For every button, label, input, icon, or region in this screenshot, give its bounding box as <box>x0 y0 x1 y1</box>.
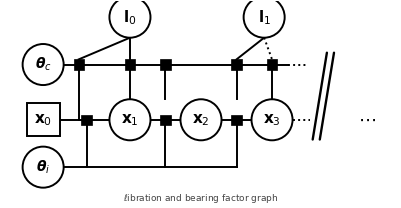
Text: $\mathbf{x}_1$: $\mathbf{x}_1$ <box>121 112 138 128</box>
Text: $\boldsymbol{\theta}_c$: $\boldsymbol{\theta}_c$ <box>34 56 51 73</box>
Circle shape <box>109 0 150 38</box>
Circle shape <box>22 147 63 188</box>
Text: $\mathbf{l}_1$: $\mathbf{l}_1$ <box>257 8 270 27</box>
Bar <box>26 103 60 136</box>
Bar <box>231 59 241 70</box>
Circle shape <box>109 99 150 140</box>
Bar <box>231 115 241 125</box>
Text: $\mathbf{l}_0$: $\mathbf{l}_0$ <box>123 8 136 27</box>
Bar <box>73 59 83 70</box>
Text: $\cdots$: $\cdots$ <box>357 111 375 129</box>
Text: $\ell$ibration and bearing factor graph: $\ell$ibration and bearing factor graph <box>123 192 278 205</box>
Circle shape <box>180 99 221 140</box>
Bar <box>160 59 170 70</box>
Bar <box>125 59 135 70</box>
Text: $\mathbf{x}_3$: $\mathbf{x}_3$ <box>262 112 280 128</box>
Bar <box>81 115 91 125</box>
Text: $\mathbf{x}_0$: $\mathbf{x}_0$ <box>34 112 52 128</box>
Text: $\mathbf{x}_2$: $\mathbf{x}_2$ <box>192 112 209 128</box>
Circle shape <box>22 44 63 85</box>
Circle shape <box>251 99 292 140</box>
Text: $\boldsymbol{\theta}_i$: $\boldsymbol{\theta}_i$ <box>36 158 50 176</box>
Circle shape <box>243 0 284 38</box>
Bar <box>266 59 276 70</box>
Bar <box>160 115 170 125</box>
